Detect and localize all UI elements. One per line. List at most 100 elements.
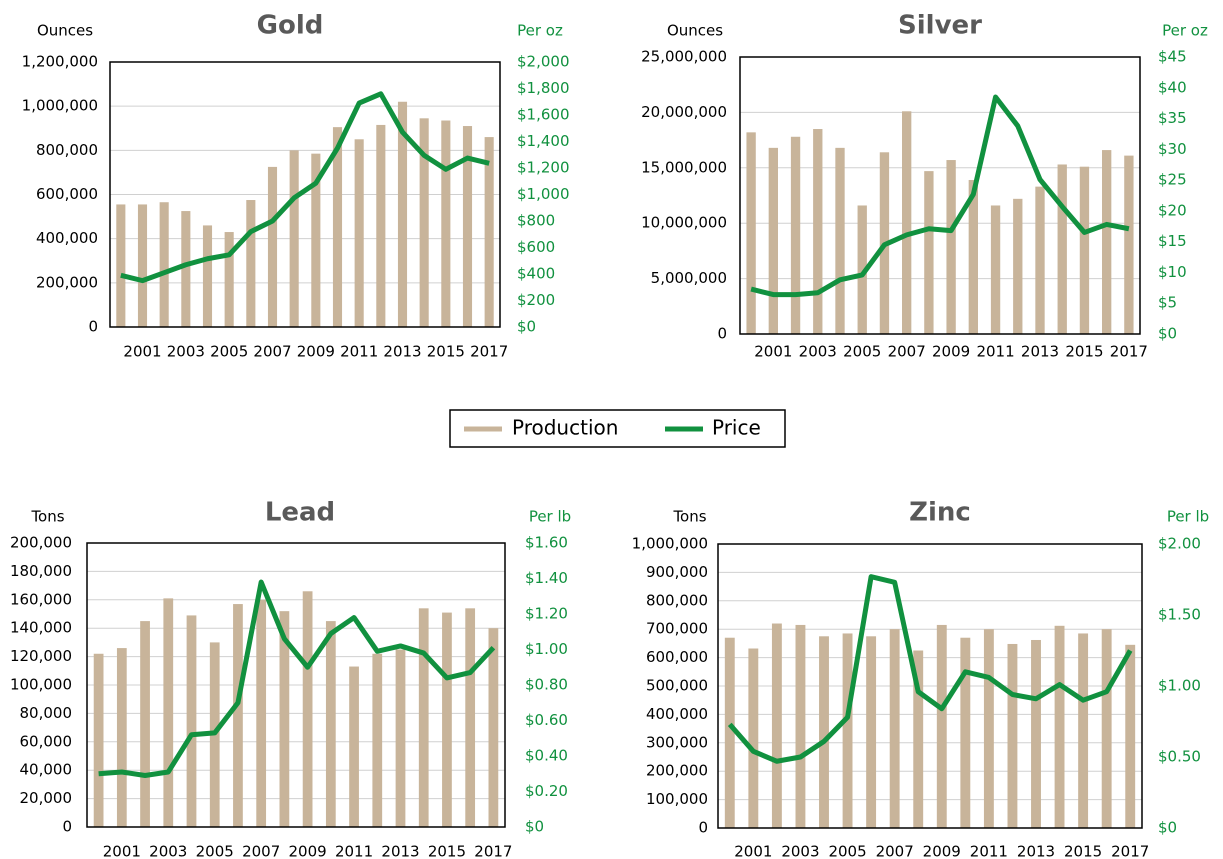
y2-tick-label: $0.20 [525, 782, 568, 800]
x-tick-label: 2009 [932, 343, 970, 361]
bar [325, 621, 336, 827]
y2-tick-label: $1.20 [525, 605, 568, 623]
y-axis-label: Tons [672, 508, 706, 526]
bar [311, 153, 321, 327]
legend-box [449, 409, 786, 448]
y2-tick-label: $0 [517, 318, 536, 336]
bar [936, 624, 947, 828]
x-tick-label: 2007 [242, 843, 280, 859]
bar [395, 649, 406, 827]
bar [267, 166, 278, 327]
y-tick-label: 100,000 [646, 790, 708, 808]
bar [181, 211, 191, 327]
y-tick-label: 300,000 [646, 733, 708, 751]
y-tick-label: 100,000 [10, 676, 72, 694]
y2-tick-label: $0.60 [525, 711, 568, 729]
y2-tick-label: $800 [517, 212, 555, 230]
bar [1035, 186, 1045, 334]
y2-tick-label: $1,800 [517, 79, 570, 97]
y2-axis-label: Per oz [517, 22, 563, 40]
bar [866, 636, 877, 828]
bar [1013, 198, 1023, 334]
bar [768, 147, 778, 334]
y-tick-label: 10,000,000 [641, 214, 727, 232]
x-tick-label: 2007 [876, 843, 914, 859]
y-tick-label: 0 [88, 318, 98, 336]
y2-tick-label: $1.50 [1158, 606, 1201, 624]
bar [1101, 629, 1112, 828]
x-tick-label: 2013 [1021, 343, 1059, 361]
x-tick-label: 2017 [1110, 343, 1148, 361]
x-tick-label: 2015 [428, 843, 466, 859]
y2-tick-label: $45 [1158, 48, 1187, 66]
y2-tick-label: $1,400 [517, 132, 570, 150]
x-tick-label: 2009 [923, 843, 961, 859]
y-axis-label: Ounces [667, 22, 723, 40]
x-tick-label: 2005 [210, 343, 248, 361]
chart-title: Lead [265, 498, 335, 528]
y2-axis-label: Per oz [1162, 22, 1208, 40]
y-tick-label: 5,000,000 [651, 269, 727, 287]
x-tick-label: 2009 [297, 343, 335, 361]
x-tick-label: 2001 [754, 343, 792, 361]
x-tick-label: 2005 [843, 343, 881, 361]
price-line [750, 94, 1130, 298]
x-tick-label: 2005 [828, 843, 866, 859]
x-tick-label: 2003 [799, 343, 837, 361]
y2-tick-label: $35 [1158, 109, 1187, 127]
bar [983, 629, 994, 828]
chart-title: Silver [898, 11, 982, 41]
y2-tick-label: $20 [1158, 201, 1187, 219]
x-tick-label: 2011 [970, 843, 1008, 859]
y-tick-label: 160,000 [10, 590, 72, 608]
y-tick-label: 1,000,000 [22, 97, 98, 115]
bar [484, 137, 494, 327]
legend-label: Price [712, 416, 761, 440]
y-tick-label: 0 [717, 325, 727, 343]
bar [116, 204, 126, 327]
x-tick-label: 2001 [123, 343, 161, 361]
x-tick-label: 2009 [289, 843, 327, 859]
y-tick-label: 400,000 [646, 705, 708, 723]
bar [968, 179, 978, 334]
price-line [120, 91, 490, 284]
plot-border [717, 543, 1143, 829]
y-axis-label: Ounces [37, 22, 93, 40]
y2-tick-label: $400 [517, 265, 555, 283]
bar [354, 139, 364, 327]
bar [140, 621, 150, 827]
y2-tick-label: $5 [1158, 294, 1177, 312]
bar [163, 598, 174, 827]
x-tick-label: 2011 [976, 343, 1014, 361]
x-tick-label: 2015 [427, 343, 465, 361]
y-tick-label: 800,000 [36, 141, 98, 159]
y-tick-label: 25,000,000 [641, 48, 727, 66]
y2-tick-label: $0.40 [525, 747, 568, 765]
x-tick-label: 2007 [253, 343, 291, 361]
bar [349, 666, 359, 827]
y-tick-label: 700,000 [646, 620, 708, 638]
bar [960, 637, 971, 828]
bar [902, 111, 912, 335]
bar [813, 129, 823, 334]
bar [790, 136, 801, 334]
x-tick-label: 2001 [103, 843, 141, 859]
bar [913, 650, 924, 828]
bar [93, 653, 104, 827]
bar [442, 612, 452, 827]
y2-tick-label: $15 [1158, 232, 1187, 250]
y2-tick-label: $1,000 [517, 185, 570, 203]
x-tick-label: 2013 [383, 343, 421, 361]
y-tick-label: 600,000 [36, 185, 98, 203]
x-tick-label: 2017 [470, 343, 508, 361]
y2-tick-label: $1,600 [517, 106, 570, 124]
y2-tick-label: $200 [517, 291, 555, 309]
bar [465, 608, 476, 827]
y2-tick-label: $1,200 [517, 159, 570, 177]
bar [116, 648, 127, 827]
bar [842, 633, 853, 828]
y2-tick-label: $2,000 [517, 53, 570, 71]
bar [819, 636, 829, 828]
plot-border [739, 56, 1141, 335]
